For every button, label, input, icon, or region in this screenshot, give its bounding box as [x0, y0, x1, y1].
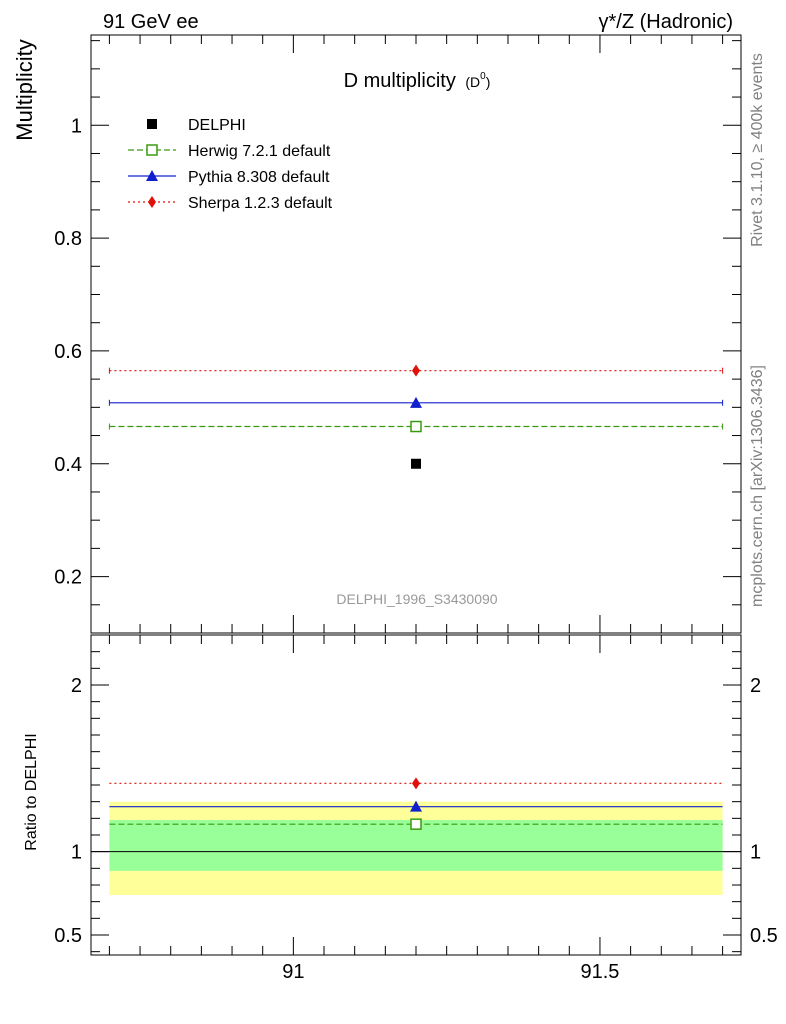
legend-marker [146, 170, 158, 181]
ratio-panel: 0.5 0.5 1 1 2 2 91 91.5 Ratio to DELPHI [23, 634, 778, 983]
y-axis-label: Multiplicity [12, 39, 37, 140]
mcplots-label: mcplots.cern.ch [arXiv:1306.3436] [749, 365, 766, 607]
y-tick-label: 0.2 [54, 567, 82, 589]
header-right: γ*/Z (Hadronic) [599, 11, 733, 33]
y-tick-label: 0.6 [54, 341, 82, 363]
ratio-y-tick-label-right: 2 [750, 675, 761, 697]
y-tick-label: 1 [71, 115, 82, 137]
legend-marker [148, 196, 156, 208]
legend-label: Herwig 7.2.1 default [188, 143, 331, 160]
header-left: 91 GeV ee [103, 11, 199, 33]
main-panel: 0.2 0.4 0.6 0.8 1 D multiplicity (D0) Multip… [12, 34, 742, 634]
analysis-id: DELPHI_1996_S3430090 [336, 591, 497, 607]
legend-marker [147, 119, 157, 129]
y-tick-label: 0.8 [54, 228, 82, 250]
legend-label: Pythia 8.308 default [188, 169, 330, 186]
x-tick-label: 91.5 [580, 961, 619, 983]
main-series-marker [412, 364, 420, 377]
chart-title: D multiplicity (D0) [344, 70, 491, 92]
legend-marker [146, 144, 158, 156]
ratio-y-tick-label: 0.5 [54, 925, 82, 947]
legend-label: Sherpa 1.2.3 default [188, 195, 333, 212]
main-series-marker [410, 420, 422, 433]
ratio-series-marker [410, 818, 422, 830]
ratio-y-tick-label-right: 0.5 [750, 925, 778, 947]
ratio-y-tick-label-right: 1 [750, 842, 761, 864]
legend-label: DELPHI [188, 117, 246, 134]
main-series-marker [410, 396, 422, 408]
ratio-y-tick-label: 1 [71, 842, 82, 864]
ratio-y-axis-label: Ratio to DELPHI [23, 733, 40, 850]
y-tick-label: 0.4 [54, 454, 82, 476]
ratio-series-marker [412, 777, 420, 790]
x-tick-label: 91 [282, 961, 304, 983]
ratio-series-marker [410, 800, 422, 812]
rivet-label: Rivet 3.1.10, ≥ 400k events [749, 53, 766, 247]
legend: DELPHI Herwig 7.2.1 default Pythia 8.308 d… [128, 117, 333, 212]
ratio-frame [90, 634, 742, 956]
ratio-y-tick-label: 2 [71, 675, 82, 697]
data-point [411, 458, 421, 469]
